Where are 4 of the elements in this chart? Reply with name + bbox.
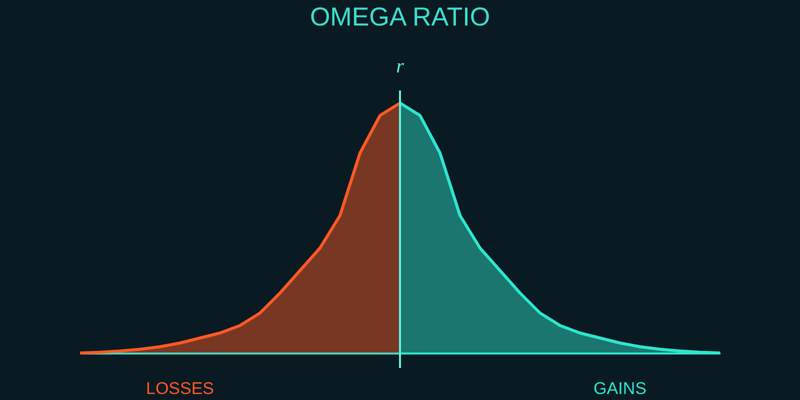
text: r	[396, 56, 404, 78]
series-label: LOSSES	[146, 379, 214, 398]
chart-title: OMEGA RATIO	[310, 2, 490, 32]
series-label: GAINS	[594, 379, 646, 398]
